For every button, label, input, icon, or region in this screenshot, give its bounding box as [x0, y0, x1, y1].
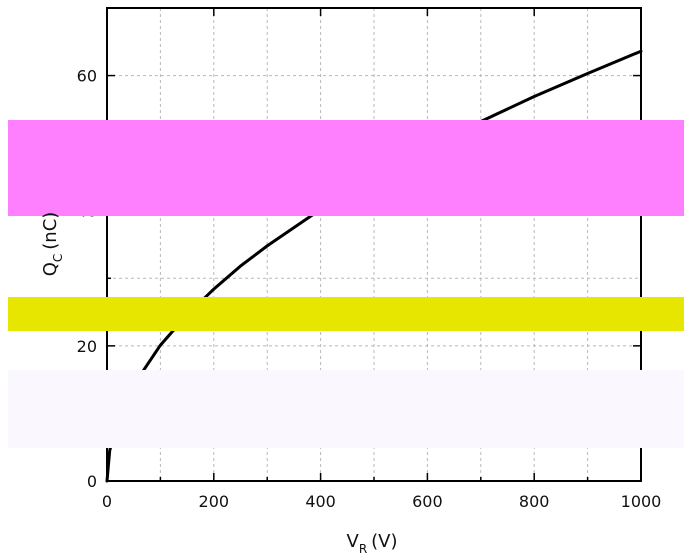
x-tick-labels: 0 200 400 600 800 1000 — [102, 492, 661, 511]
y-tick-label: 20 — [77, 337, 97, 356]
x-tick-label: 400 — [305, 492, 336, 511]
y-tick-label: 0 — [87, 472, 97, 491]
overlay-bands — [8, 120, 684, 448]
x-tick-label: 600 — [412, 492, 443, 511]
overlay-band-magenta — [8, 120, 684, 216]
x-tick-label: 800 — [519, 492, 550, 511]
x-tick-label: 0 — [102, 492, 112, 511]
y-tick-label: 60 — [77, 67, 97, 86]
overlay-band-lavender — [8, 370, 684, 448]
overlay-band-yellow — [8, 297, 684, 331]
x-tick-label: 200 — [199, 492, 230, 511]
y-axis-title: QC(nC) — [40, 212, 65, 277]
x-axis-title: VR (V) — [346, 531, 397, 556]
x-tick-label: 1000 — [621, 492, 662, 511]
